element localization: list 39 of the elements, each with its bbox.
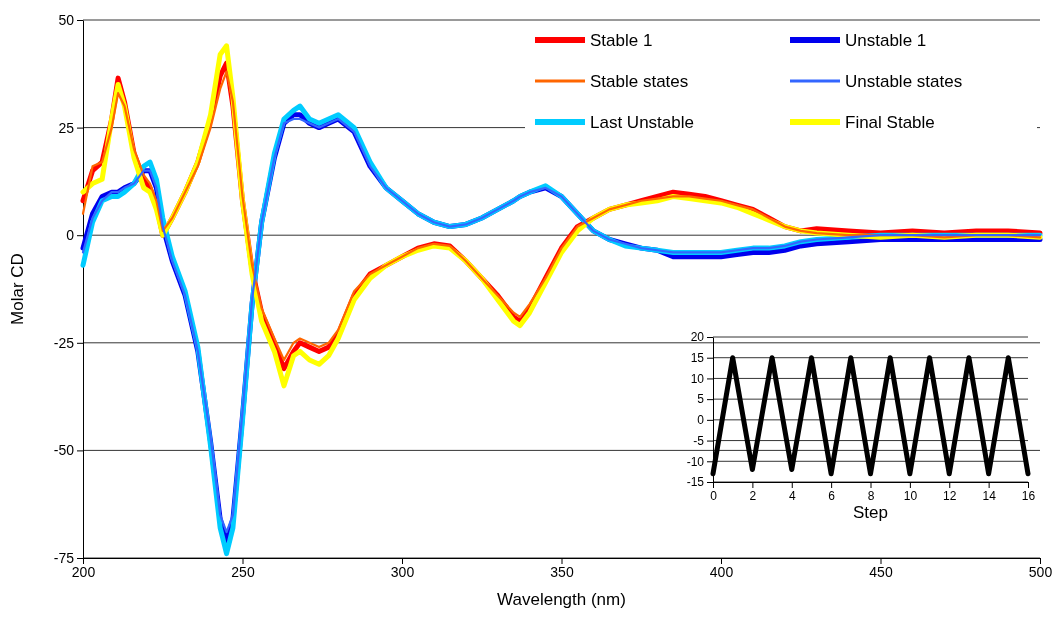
x-tick-label: 0 bbox=[710, 488, 718, 503]
x-tick-label: 300 bbox=[390, 563, 415, 580]
x-tick-label: 250 bbox=[231, 563, 255, 580]
y-tick-label: 10 bbox=[690, 371, 705, 386]
y-tick-label: -15 bbox=[686, 475, 705, 490]
y-tick-label: -5 bbox=[693, 433, 705, 448]
x-tick-label: 12 bbox=[943, 488, 957, 503]
y-tick-label: 0 bbox=[697, 413, 705, 428]
y-tick-label: 15 bbox=[690, 351, 705, 366]
legend-label: Last Unstable bbox=[590, 113, 694, 132]
x-tick-label: 4 bbox=[788, 488, 796, 503]
x-tick-label: 2 bbox=[749, 488, 757, 503]
y-axis-title: Molar CD bbox=[8, 253, 27, 325]
x-axis-title: Wavelength (nm) bbox=[497, 590, 626, 609]
legend-label: Stable states bbox=[590, 72, 689, 91]
legend-label: Unstable 1 bbox=[845, 31, 927, 50]
y-tick-label: -75 bbox=[53, 549, 75, 566]
y-tick-label: 0 bbox=[66, 227, 75, 244]
x-tick-label: 8 bbox=[867, 488, 875, 503]
x-tick-label: 350 bbox=[550, 563, 574, 580]
x-tick-label: 200 bbox=[71, 563, 96, 580]
x-tick-label: 14 bbox=[982, 488, 997, 503]
x-tick-label: 16 bbox=[1021, 488, 1036, 503]
x-tick-label: 10 bbox=[903, 488, 918, 503]
legend-label: Unstable states bbox=[845, 72, 963, 91]
x-axis-title: Step bbox=[853, 503, 888, 522]
x-tick-label: 500 bbox=[1028, 563, 1052, 580]
y-tick-label: 20 bbox=[690, 330, 705, 345]
legend-label: Stable 1 bbox=[590, 31, 653, 50]
y-tick-label: 5 bbox=[697, 392, 705, 407]
x-tick-label: 450 bbox=[869, 563, 893, 580]
y-tick-label: -50 bbox=[53, 442, 75, 459]
y-tick-label: -10 bbox=[686, 454, 705, 469]
y-tick-label: -25 bbox=[53, 334, 75, 351]
y-tick-label: 50 bbox=[58, 11, 75, 28]
x-tick-label: 400 bbox=[709, 563, 734, 580]
legend-label: Final Stable bbox=[845, 113, 935, 132]
x-tick-label: 6 bbox=[828, 488, 836, 503]
y-tick-label: 25 bbox=[58, 119, 75, 136]
